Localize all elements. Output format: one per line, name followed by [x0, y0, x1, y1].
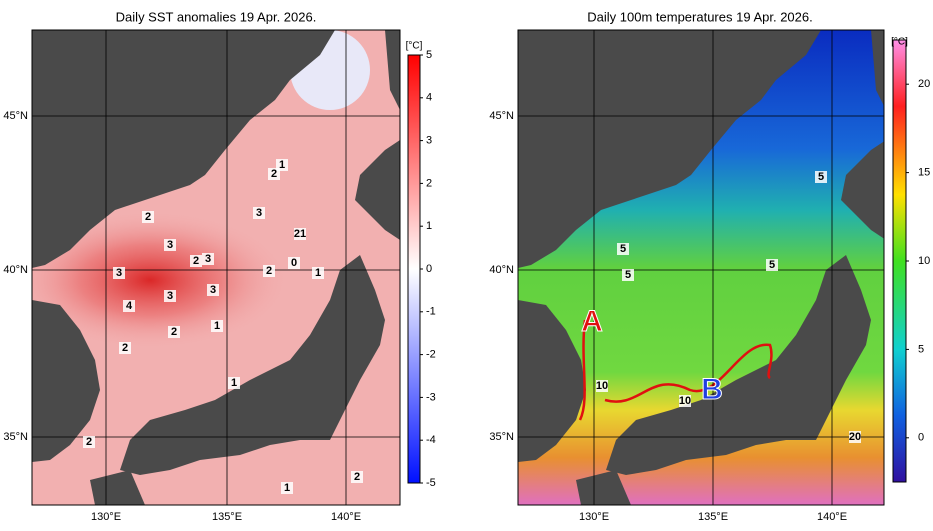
- contour-label-bg: [168, 326, 180, 338]
- region-marker: B: [701, 373, 723, 406]
- contour-label: 21: [294, 228, 306, 240]
- colorbar: [407, 54, 421, 484]
- contour-label: 5: [818, 171, 824, 183]
- contour-label-bg: [142, 211, 154, 223]
- colorbar-tick-label: 0: [426, 263, 432, 275]
- colorbar-unit: [°C]: [891, 37, 908, 48]
- contour-label-bg: [164, 290, 176, 302]
- contour-label: 3: [167, 290, 173, 302]
- lat-label: 35°N: [3, 431, 28, 443]
- map-title: Daily 100m temperatures 19 Apr. 2026.: [587, 9, 812, 24]
- contour-label: 2: [145, 211, 151, 223]
- colorbar-tick-label: -2: [426, 349, 436, 361]
- contour-label: 2: [193, 255, 199, 267]
- colorbar-tick-label: 1: [426, 220, 432, 232]
- contour-label-bg: [228, 377, 240, 389]
- contour-label: 3: [116, 267, 122, 279]
- contour-label-bg: [622, 269, 634, 281]
- colorbar-tick-label: -1: [426, 306, 436, 318]
- lat-label: 45°N: [3, 110, 28, 122]
- colorbar-tick-label: 20: [918, 78, 930, 90]
- contour-label: 5: [625, 269, 631, 281]
- contour-label: 0: [291, 257, 297, 269]
- contour-label-bg: [253, 207, 265, 219]
- contour-label-bg: [202, 253, 214, 265]
- contour-label: 1: [231, 377, 237, 389]
- contour-label-bg: [294, 228, 306, 240]
- contour-label: 3: [205, 253, 211, 265]
- lon-label: 135°E: [698, 511, 728, 523]
- contour-label: 2: [266, 265, 272, 277]
- map-frame: [517, 29, 885, 506]
- colorbar-tick-label: 15: [918, 167, 930, 179]
- colorbar-tick-label: -5: [426, 477, 436, 489]
- colorbar-tick-label: 0: [918, 432, 924, 444]
- colorbar-tick-label: 2: [426, 177, 432, 189]
- lat-label: 40°N: [489, 264, 514, 276]
- temperature-map: [518, 30, 884, 505]
- lat-label: 40°N: [3, 264, 28, 276]
- colorbar-tick-label: -4: [426, 434, 436, 446]
- contour-label-bg: [312, 267, 324, 279]
- contour-label-bg: [679, 395, 691, 407]
- contour-label: 2: [171, 326, 177, 338]
- contour-label: 3: [256, 207, 262, 219]
- contour-label-bg: [849, 431, 861, 443]
- contour-label-bg: [207, 284, 219, 296]
- contour-label-bg: [351, 471, 363, 483]
- contour-label: 5: [769, 259, 775, 271]
- contour-label: 3: [210, 284, 216, 296]
- lat-label: 35°N: [489, 431, 514, 443]
- colorbar-tick-label: 5: [426, 49, 432, 61]
- region-marker: A: [581, 305, 603, 338]
- contour-label-bg: [281, 482, 293, 494]
- contour-label-bg: [123, 300, 135, 312]
- map-title: Daily SST anomalies 19 Apr. 2026.: [116, 9, 317, 24]
- contour-label-bg: [263, 265, 275, 277]
- contour-label: 1: [284, 482, 290, 494]
- contour-label: 20: [849, 431, 861, 443]
- contour-label: 10: [679, 395, 691, 407]
- contour-label: 10: [596, 380, 608, 392]
- contour-label-bg: [596, 380, 608, 392]
- colorbar-tick-label: 10: [918, 255, 930, 267]
- contour-label-bg: [766, 259, 778, 271]
- contour-label: 2: [122, 342, 128, 354]
- contour-label: 2: [271, 168, 277, 180]
- contour-label-bg: [83, 436, 95, 448]
- lon-label: 140°E: [331, 511, 361, 523]
- contour-label-bg: [815, 171, 827, 183]
- colorbar-tick-label: 5: [918, 343, 924, 355]
- contour-label-bg: [190, 255, 202, 267]
- contour-label: 2: [86, 436, 92, 448]
- colorbar-tick-label: 3: [426, 135, 432, 147]
- contour-label: 1: [315, 267, 321, 279]
- contour-label: 2: [354, 471, 360, 483]
- map-frame: [31, 29, 401, 506]
- contour-label: 3: [167, 239, 173, 251]
- lon-label: 130°E: [579, 511, 609, 523]
- contour-label-bg: [119, 342, 131, 354]
- contour-label-bg: [113, 267, 125, 279]
- contour-label-bg: [617, 243, 629, 255]
- sst-anomaly-map: [32, 30, 400, 505]
- contour-label: 1: [279, 159, 285, 171]
- lon-label: 130°E: [91, 511, 121, 523]
- lon-label: 140°E: [817, 511, 847, 523]
- contour-label-bg: [211, 320, 223, 332]
- contour-label: 4: [126, 300, 133, 312]
- colorbar-tick-label: 4: [426, 92, 432, 104]
- contour-label: 5: [620, 243, 626, 255]
- colorbar-unit: [°C]: [406, 41, 423, 52]
- contour-label-bg: [268, 168, 280, 180]
- contour-label-bg: [288, 257, 300, 269]
- colorbar-tick-label: -3: [426, 391, 436, 403]
- contour-label: 1: [214, 320, 220, 332]
- colorbar: [892, 39, 907, 483]
- lat-label: 45°N: [489, 110, 514, 122]
- lon-label: 135°E: [212, 511, 242, 523]
- contour-label-bg: [164, 239, 176, 251]
